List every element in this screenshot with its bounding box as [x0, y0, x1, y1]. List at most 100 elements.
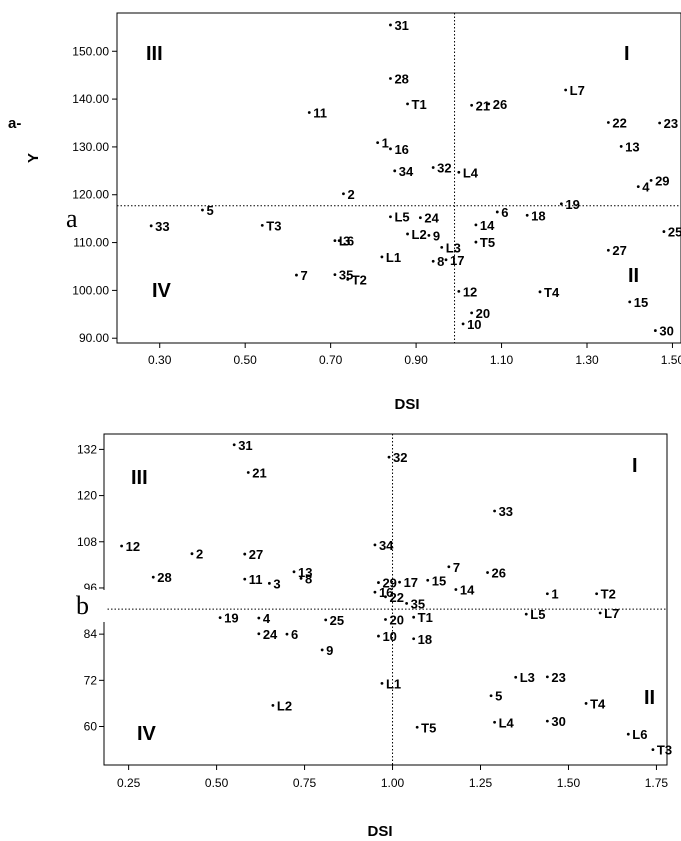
data-point-L3 [440, 245, 444, 249]
data-point-label: 10 [467, 317, 481, 332]
x-tick-label: 0.25 [117, 776, 141, 790]
x-tick-label: 0.90 [404, 353, 428, 367]
x-tick-label: 1.30 [575, 353, 599, 367]
data-point-label: 5 [495, 689, 502, 704]
data-point-label: 34 [399, 164, 414, 179]
data-point-L6 [333, 239, 337, 243]
data-point-18 [412, 637, 416, 641]
data-point-30 [545, 719, 549, 723]
data-point-8 [431, 259, 435, 263]
data-point-label: T4 [544, 285, 560, 300]
data-point-T2 [346, 277, 350, 281]
data-point-label: T5 [480, 235, 495, 250]
data-point-label: L3 [520, 670, 535, 685]
y-tick-label: 90.00 [79, 331, 109, 345]
data-point-label: 20 [390, 613, 404, 628]
x-tick-label: 0.70 [319, 353, 343, 367]
data-point-label: 10 [382, 629, 396, 644]
data-point-12 [120, 544, 123, 548]
data-point-19 [218, 616, 222, 619]
data-point-6 [495, 210, 499, 214]
data-point-25 [662, 230, 666, 233]
panel-letter: a [66, 204, 78, 233]
data-point-6 [285, 632, 289, 636]
data-point-15 [426, 578, 430, 582]
data-point-L2 [271, 703, 275, 707]
data-point-label: 8 [305, 571, 312, 586]
data-point-label: T1 [412, 97, 427, 112]
data-point-25 [324, 618, 328, 622]
quadrant-label-I: I [632, 455, 638, 477]
data-point-T3 [260, 223, 264, 227]
x-tick-label: 1.50 [557, 776, 581, 790]
data-point-label: L7 [604, 606, 619, 621]
data-point-label: 12 [126, 539, 140, 554]
data-point-label: 5 [206, 203, 213, 218]
data-point-31 [389, 23, 392, 27]
data-point-33 [493, 509, 496, 513]
panel-a-scatter: 0.30 0.50 0.70 0.90 1.10 1.30 1.50 90.00 100.00 1… [8, 12, 681, 413]
data-point-label: T2 [352, 272, 367, 287]
y-tick-label: 60 [84, 720, 98, 734]
data-point-3 [337, 239, 341, 243]
data-point-2 [342, 192, 345, 196]
data-point-11 [307, 111, 311, 114]
data-point-T1 [406, 102, 409, 106]
data-point-label: 25 [668, 225, 681, 240]
y-tick-label: 84 [84, 627, 98, 641]
data-point-T2 [595, 592, 599, 596]
data-point-label: 26 [492, 566, 506, 581]
data-point-label: 9 [433, 228, 440, 243]
data-point-T4 [584, 702, 588, 705]
data-point-9 [320, 648, 324, 652]
data-point-label: 34 [379, 538, 394, 553]
data-point-label: 31 [394, 18, 408, 33]
data-point-29 [649, 178, 653, 182]
data-point-26 [487, 102, 491, 106]
y-tick-label: 72 [84, 673, 98, 687]
data-point-2 [190, 552, 194, 556]
y-tick-label: 140.00 [72, 92, 109, 106]
y-tick-label: 100.00 [72, 283, 109, 297]
data-point-27 [606, 248, 610, 252]
data-point-L5 [389, 215, 392, 219]
quadrant-label-IV: IV [152, 280, 172, 302]
data-point-label: 29 [655, 173, 669, 188]
data-point-label: T2 [601, 587, 616, 602]
data-point-34 [393, 169, 397, 173]
data-point-label: 14 [480, 218, 495, 233]
data-point-32 [431, 166, 435, 169]
data-point-label: 7 [453, 560, 460, 575]
x-tick-label: 0.50 [234, 353, 258, 367]
data-point-label: 20 [476, 306, 490, 321]
data-point-label: 19 [565, 197, 579, 212]
data-point-16 [373, 590, 377, 594]
data-point-33 [149, 224, 153, 228]
y-tick-label: 132 [77, 442, 97, 456]
data-point-label: 7 [300, 268, 307, 283]
quadrant-label-III: III [146, 43, 163, 65]
panel-letter-background [60, 203, 96, 235]
data-point-1 [545, 592, 549, 596]
data-point-label: 3 [343, 234, 350, 249]
data-point-T5 [474, 240, 478, 244]
data-point-label: 27 [249, 547, 263, 562]
x-axis-label: DSI [394, 396, 419, 413]
data-point-23 [658, 121, 662, 125]
data-point-16 [389, 147, 392, 151]
data-point-label: L5 [530, 607, 545, 622]
data-point-10 [461, 322, 465, 326]
data-point-label: 4 [263, 611, 271, 626]
x-tick-label: 1.00 [381, 776, 405, 790]
panel-letter-background [70, 590, 106, 622]
data-point-35 [405, 601, 409, 605]
data-point-label: 21 [252, 465, 266, 480]
y-tick-label: 120 [77, 489, 97, 503]
x-tick-label: 1.10 [490, 353, 514, 367]
data-point-label: 6 [291, 627, 298, 642]
data-point-22 [384, 595, 387, 599]
data-point-L4 [493, 720, 496, 724]
data-point-label: 12 [463, 284, 477, 299]
x-tick-label: 1.50 [661, 353, 681, 367]
data-point-label: 25 [330, 613, 344, 628]
